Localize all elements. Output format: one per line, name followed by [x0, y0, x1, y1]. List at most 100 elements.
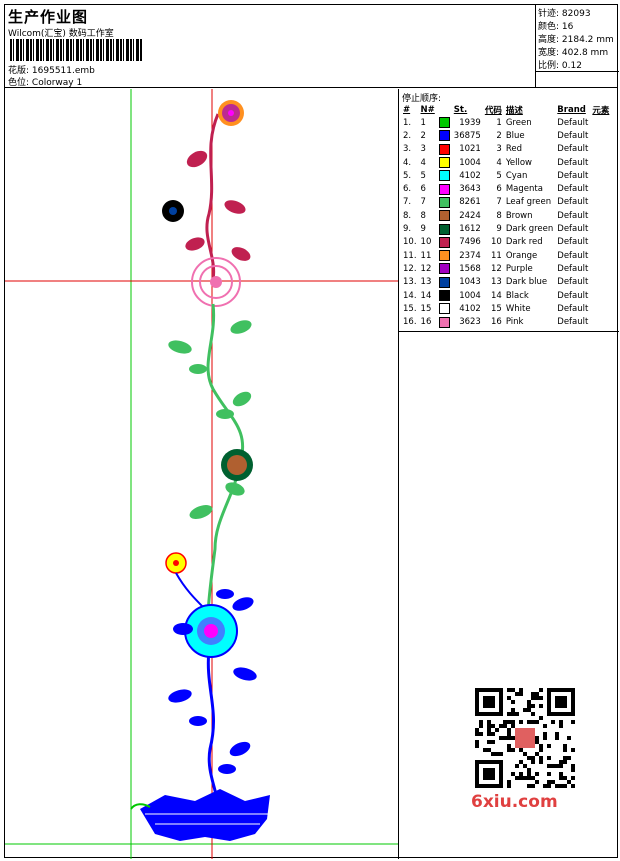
- color-swatch: [438, 303, 450, 315]
- row-n: 8: [420, 210, 426, 221]
- row-stitches: 4102: [459, 303, 481, 314]
- color-swatch: [438, 130, 450, 142]
- row-desc: Dark blue: [505, 277, 548, 288]
- row-n: 4: [420, 157, 426, 168]
- row-code: 5: [496, 170, 502, 181]
- col-stitches: St.: [453, 104, 468, 115]
- row-swatch: [437, 315, 452, 328]
- row-desc: Yellow: [505, 157, 533, 168]
- blue-base-ornament: [140, 789, 270, 841]
- row-swatch: [437, 276, 452, 289]
- row-n: 2: [420, 130, 426, 141]
- table-row: 15. 15 4102 15 White Default: [401, 302, 611, 315]
- row-code: 9: [496, 224, 502, 235]
- row-element: [590, 209, 611, 222]
- row-brand: Default: [557, 263, 589, 274]
- row-index: 11.: [403, 250, 417, 261]
- row-desc: Dark red: [505, 237, 543, 248]
- col-element: 元素: [592, 105, 610, 116]
- row-stitches: 1939: [459, 117, 481, 128]
- stat-colors: 颜色: 16: [538, 22, 574, 32]
- row-n: 6: [420, 184, 426, 195]
- row-desc: Black: [505, 290, 529, 301]
- qr-area: 6xiu.com: [399, 331, 619, 859]
- row-desc: Dark green: [505, 224, 554, 235]
- row-index: 15.: [403, 303, 417, 314]
- row-brand: Default: [557, 290, 589, 301]
- table-row: 5. 5 4102 5 Cyan Default: [401, 169, 611, 182]
- row-index: 5.: [403, 170, 412, 181]
- table-row: 3. 3 1021 3 Red Default: [401, 143, 611, 156]
- row-element: [590, 169, 611, 182]
- stat-ratio: 比例: 0.12: [538, 61, 582, 71]
- row-swatch: [437, 143, 452, 156]
- black-flower-icon: [162, 200, 184, 222]
- col-n: N#: [420, 104, 435, 115]
- table-row: 12. 12 1568 12 Purple Default: [401, 262, 611, 275]
- row-swatch: [437, 196, 452, 209]
- row-element: [590, 196, 611, 209]
- row-index: 7.: [403, 197, 412, 208]
- row-stitches: 1004: [459, 290, 481, 301]
- color-swatch: [438, 236, 450, 248]
- row-brand: Default: [557, 303, 589, 314]
- top-flower-icon: [218, 100, 244, 126]
- table-row: 4. 4 1004 4 Yellow Default: [401, 156, 611, 169]
- row-index: 9.: [403, 224, 412, 235]
- color-swatch: [438, 117, 450, 129]
- table-row: 16. 16 3623 16 Pink Default: [401, 315, 611, 328]
- row-stitches: 4102: [459, 170, 481, 181]
- row-code: 3: [496, 144, 502, 155]
- row-n: 11: [420, 250, 432, 261]
- color-swatch: [438, 263, 450, 275]
- row-element: [590, 249, 611, 262]
- row-index: 14.: [403, 290, 417, 301]
- row-n: 5: [420, 170, 426, 181]
- color-swatch: [438, 157, 450, 169]
- row-stitches: 2374: [459, 250, 481, 261]
- table-header-row: # N# St. 代码 描述 Brand 元素: [401, 103, 611, 116]
- row-element: [590, 129, 611, 142]
- row-desc: Red: [505, 144, 522, 155]
- row-stitches: 7496: [459, 237, 481, 248]
- row-element: [590, 289, 611, 302]
- row-n: 10: [420, 237, 432, 248]
- production-sheet: 生产作业图 Wilcom(汇宝) 数码工作室 花版: 1695511.emb 色…: [4, 4, 619, 859]
- row-brand: Default: [557, 184, 589, 195]
- color-sequence-table: # N# St. 代码 描述 Brand 元素 1. 1 1939 1 Green Def…: [401, 103, 611, 329]
- row-brand: Default: [557, 237, 589, 248]
- table-row: 1. 1 1939 1 Green Default: [401, 116, 611, 129]
- header-info: 生产作业图 Wilcom(汇宝) 数码工作室 花版: 1695511.emb 色…: [5, 5, 536, 88]
- row-element: [590, 116, 611, 129]
- row-n: 14: [420, 290, 432, 301]
- barcode-image: [10, 39, 142, 61]
- row-brand: Default: [557, 210, 589, 221]
- row-swatch: [437, 289, 452, 302]
- stat-width: 宽度: 402.8 mm: [538, 48, 609, 58]
- row-code: 11: [491, 250, 502, 261]
- row-index: 1.: [403, 117, 412, 128]
- pattern-label: 花版:: [8, 66, 30, 76]
- table-row: 8. 8 2424 8 Brown Default: [401, 209, 611, 222]
- row-code: 7: [496, 197, 502, 208]
- row-desc: White: [505, 303, 531, 314]
- color-swatch: [438, 250, 450, 262]
- row-code: 10: [491, 237, 502, 248]
- colorway-value: Colorway 1: [31, 78, 83, 88]
- row-n: 12: [420, 263, 432, 274]
- embroidery-design-preview: [5, 89, 399, 859]
- row-code: 2: [496, 130, 502, 141]
- row-n: 7: [420, 197, 426, 208]
- row-element: [590, 156, 611, 169]
- color-swatch: [438, 143, 450, 155]
- table-row: 13. 13 1043 13 Dark blue Default: [401, 276, 611, 289]
- pattern-value: 1695511.emb: [31, 66, 95, 76]
- row-swatch: [437, 129, 452, 142]
- table-row: 14. 14 1004 14 Black Default: [401, 289, 611, 302]
- row-swatch: [437, 169, 452, 182]
- row-code: 15: [491, 303, 502, 314]
- row-swatch: [437, 116, 452, 129]
- col-index: #: [403, 104, 411, 115]
- row-swatch: [437, 156, 452, 169]
- row-n: 1: [420, 117, 426, 128]
